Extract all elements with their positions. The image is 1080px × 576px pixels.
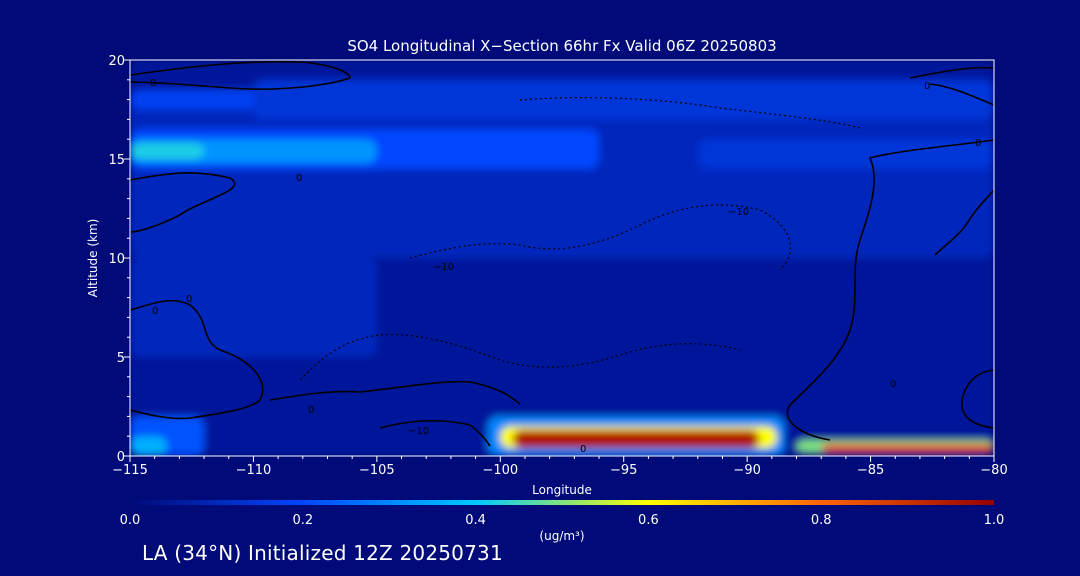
contour-label: −10 bbox=[408, 426, 429, 437]
contour-label: 0 bbox=[924, 81, 930, 92]
heatmap-cell bbox=[130, 89, 279, 110]
colorbar-tick-label: 0.2 bbox=[292, 513, 313, 528]
chart-title: SO4 Longitudinal X−Section 66hr Fx Valid… bbox=[347, 37, 776, 55]
plot-area: 0 0 0 0 0 0 0 0 0 −10 −10 −10 bbox=[130, 60, 994, 456]
contour-lines bbox=[130, 60, 994, 447]
x-tick-label: −90 bbox=[733, 463, 760, 478]
contour-label: 0 bbox=[296, 173, 302, 184]
colorbar-tick-label: 0.4 bbox=[465, 513, 486, 528]
footer-caption: LA (34°N) Initialized 12Z 20250731 bbox=[142, 541, 503, 565]
contour-label: 0 bbox=[580, 444, 586, 455]
y-tick-label: 10 bbox=[108, 252, 125, 267]
y-tick-label: 0 bbox=[117, 450, 125, 465]
heatmap-cell bbox=[130, 436, 168, 456]
colorbar bbox=[130, 500, 994, 505]
contour-label: 0 bbox=[186, 294, 192, 305]
heatmap-cell bbox=[821, 444, 994, 453]
heatmap-cell bbox=[130, 258, 377, 357]
contour-label: 0 bbox=[890, 379, 896, 390]
contour-dashed-lines bbox=[299, 97, 861, 381]
heatmap-cell bbox=[130, 99, 994, 258]
contour-label: −10 bbox=[728, 207, 749, 218]
colorbar-ticks: 0.0 0.2 0.4 0.6 0.8 1.0 bbox=[120, 513, 1005, 528]
y-tick-label: 20 bbox=[108, 54, 125, 69]
contour-zero-low-mid bbox=[269, 380, 521, 405]
contour-zero-upper-right bbox=[909, 66, 994, 106]
heatmap-cell bbox=[130, 143, 205, 159]
contour-zero-left-mid bbox=[130, 172, 236, 233]
y-axis-label: Altitude (km) bbox=[86, 219, 100, 298]
x-tick-label: −80 bbox=[980, 463, 1007, 478]
contour-neg-low bbox=[299, 333, 741, 381]
heatmap-cell bbox=[697, 139, 994, 169]
contour-zero-right bbox=[786, 139, 994, 441]
y-tick-label: 5 bbox=[117, 351, 125, 366]
x-tick-label: −85 bbox=[857, 463, 884, 478]
contour-label: −10 bbox=[433, 262, 454, 273]
x-axis-label: Longitude bbox=[532, 483, 592, 497]
colorbar-tick-label: 0.0 bbox=[120, 513, 141, 528]
contour-label: 0 bbox=[975, 138, 981, 149]
y-axis-ticks: 0 5 10 15 20 bbox=[108, 54, 130, 465]
colorbar-tick-label: 1.0 bbox=[984, 513, 1005, 528]
heatmap-cells bbox=[130, 60, 994, 456]
contour-label-group: 0 0 0 0 0 0 0 0 0 −10 −10 −10 bbox=[150, 78, 981, 455]
contour-zero-upper-left bbox=[130, 60, 351, 90]
contour-neg-mid bbox=[409, 204, 791, 271]
contour-label: 0 bbox=[308, 405, 314, 416]
x-tick-label: −95 bbox=[610, 463, 637, 478]
contour-label: 0 bbox=[150, 78, 156, 89]
colorbar-unit-label: (ug/m³) bbox=[539, 529, 584, 543]
x-tick-label: −100 bbox=[482, 463, 518, 478]
x-tick-label: −115 bbox=[112, 463, 148, 478]
x-tick-label: −110 bbox=[236, 463, 272, 478]
colorbar-tick-label: 0.6 bbox=[638, 513, 659, 528]
contour-label: 0 bbox=[152, 306, 158, 317]
y-tick-label: 15 bbox=[108, 153, 125, 168]
contour-zero-left-lower bbox=[130, 299, 264, 420]
contour-zero-surface bbox=[379, 419, 491, 447]
x-axis-ticks: −115 −110 −105 −100 −95 −90 −85 −80 bbox=[112, 456, 1008, 478]
colorbar-tick-label: 0.8 bbox=[811, 513, 832, 528]
x-tick-label: −105 bbox=[359, 463, 395, 478]
contour-zero-right-lower bbox=[961, 369, 994, 429]
contour-zero-right-upper bbox=[934, 189, 994, 256]
heatmap-cell bbox=[253, 79, 994, 120]
heatmap-cell bbox=[512, 430, 760, 449]
